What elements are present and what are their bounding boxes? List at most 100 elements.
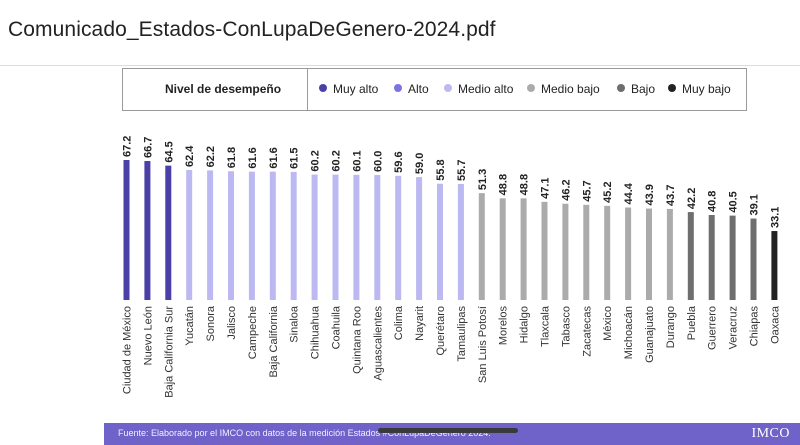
bar — [395, 175, 402, 300]
bar — [416, 177, 423, 300]
bar-chart: 67.2 Ciudad de México 66.7 Nuevo León 64.5 Ba… — [122, 136, 782, 398]
legend-dot-icon — [617, 84, 625, 92]
bar — [207, 170, 214, 300]
category-tick-label: Hidalgo — [519, 306, 531, 343]
bar — [478, 193, 485, 300]
category-tick-label: San Luis Potosí — [477, 306, 489, 383]
bar — [437, 183, 443, 300]
category-tick-label: Tabasco — [560, 306, 572, 347]
category-tick-label: Yucatán — [184, 306, 196, 346]
imco-logo: IMCO — [751, 426, 790, 441]
bar — [457, 183, 464, 300]
bar — [604, 205, 611, 300]
bar — [290, 171, 297, 300]
bar-value-label: 59.6 — [393, 151, 405, 172]
bar-value-label: 64.5 — [163, 141, 175, 162]
bar-value-label: 46.2 — [560, 179, 572, 200]
bar-value-label: 51.3 — [477, 169, 489, 190]
legend-label: Medio alto — [458, 82, 514, 96]
category-tick-label: Sinaloa — [289, 305, 301, 343]
category-tick-label: Michoacán — [623, 306, 635, 359]
bar-value-label: 60.1 — [351, 150, 363, 171]
bar — [123, 160, 130, 300]
legend-item-alto: Alto — [394, 82, 429, 96]
legend-heading: Nivel de desempeño — [165, 82, 282, 96]
bar — [186, 170, 193, 300]
bar-value-label: 55.7 — [456, 160, 468, 181]
legend-item-medio-bajo: Medio bajo — [527, 82, 600, 96]
bar-value-label: 44.4 — [623, 182, 635, 204]
bar-value-label: 45.2 — [602, 181, 614, 202]
bar-value-label: 43.9 — [644, 184, 656, 205]
bar — [666, 208, 673, 300]
category-tick-label: Chihuahua — [310, 305, 322, 359]
bar — [520, 198, 527, 300]
category-tick-label: Puebla — [686, 305, 698, 340]
legend-item-bajo: Bajo — [617, 82, 655, 96]
bar-value-label: 60.2 — [331, 150, 343, 171]
category-tick-label: Coahuila — [331, 305, 343, 349]
category-tick-label: Baja California — [268, 305, 280, 377]
bar-value-label: 40.5 — [728, 191, 740, 212]
horizontal-scrollbar[interactable] — [378, 428, 518, 433]
bar-value-label: 67.2 — [122, 136, 134, 157]
bar-value-label: 62.2 — [205, 146, 217, 167]
category-tick-label: Sonora — [205, 305, 217, 341]
category-tick-label: México — [602, 306, 614, 341]
category-tick-label: Zacatecas — [581, 306, 593, 357]
legend-item-muy-bajo: Muy bajo — [668, 82, 731, 96]
bar-value-label: 39.1 — [749, 194, 761, 215]
bar — [374, 175, 381, 300]
bar-value-label: 33.1 — [769, 207, 781, 228]
bar-value-label: 40.8 — [707, 191, 719, 212]
category-tick-label: Morelos — [498, 306, 510, 346]
legend-divider — [307, 69, 308, 110]
category-tick-label: Colima — [393, 305, 405, 340]
bar-value-label: 62.4 — [184, 145, 196, 167]
bar-value-label: 60.0 — [372, 151, 384, 172]
bar — [144, 161, 151, 300]
bar — [750, 218, 757, 300]
category-tick-label: Ciudad de México — [122, 306, 134, 394]
bar — [562, 203, 569, 300]
legend-label: Medio bajo — [541, 82, 600, 96]
bar — [228, 171, 234, 300]
category-tick-label: Aguascalientes — [372, 306, 384, 381]
bar — [499, 198, 506, 300]
category-tick-label: Campeche — [247, 306, 259, 359]
bar-value-label: 61.6 — [247, 147, 259, 168]
bar — [687, 212, 694, 300]
category-tick-label: Guerrero — [707, 306, 719, 350]
bar — [729, 215, 736, 300]
bar — [646, 208, 652, 300]
bar — [248, 171, 255, 300]
bar — [165, 165, 172, 300]
bar-value-label: 43.7 — [665, 185, 677, 206]
bar — [332, 174, 339, 300]
category-tick-label: Veracruz — [728, 306, 740, 349]
document-title: Comunicado_Estados-ConLupaDeGenero-2024.… — [8, 18, 496, 41]
source-footer: Fuente: Elaborado por el IMCO con datos … — [104, 423, 800, 445]
bar-value-label: 60.2 — [310, 150, 322, 171]
category-tick-label: Nayarit — [414, 306, 426, 341]
document-header: Comunicado_Estados-ConLupaDeGenero-2024.… — [0, 0, 800, 66]
legend-item-muy-alto: Muy alto — [319, 82, 378, 96]
bar-value-label: 66.7 — [142, 137, 154, 158]
category-tick-label: Baja California Sur — [163, 306, 175, 398]
bar — [583, 204, 590, 300]
legend-dot-icon — [394, 84, 402, 92]
category-tick-label: Querétaro — [435, 306, 447, 356]
bar-value-label: 61.8 — [226, 147, 238, 168]
pdf-page[interactable] — [100, 66, 800, 445]
category-tick-label: Quintana Roo — [351, 306, 363, 374]
chart-legend: Nivel de desempeño Muy alto Alto Medio a… — [122, 68, 747, 111]
bar-value-label: 42.2 — [686, 188, 698, 209]
category-tick-label: Jalisco — [226, 306, 238, 340]
bar — [269, 171, 276, 300]
legend-dot-icon — [668, 84, 676, 92]
legend-label: Muy bajo — [682, 82, 731, 96]
legend-dot-icon — [319, 84, 327, 92]
category-tick-label: Tamaulipas — [456, 306, 468, 362]
category-tick-label: Oaxaca — [769, 305, 781, 344]
legend-label: Muy alto — [333, 82, 379, 96]
